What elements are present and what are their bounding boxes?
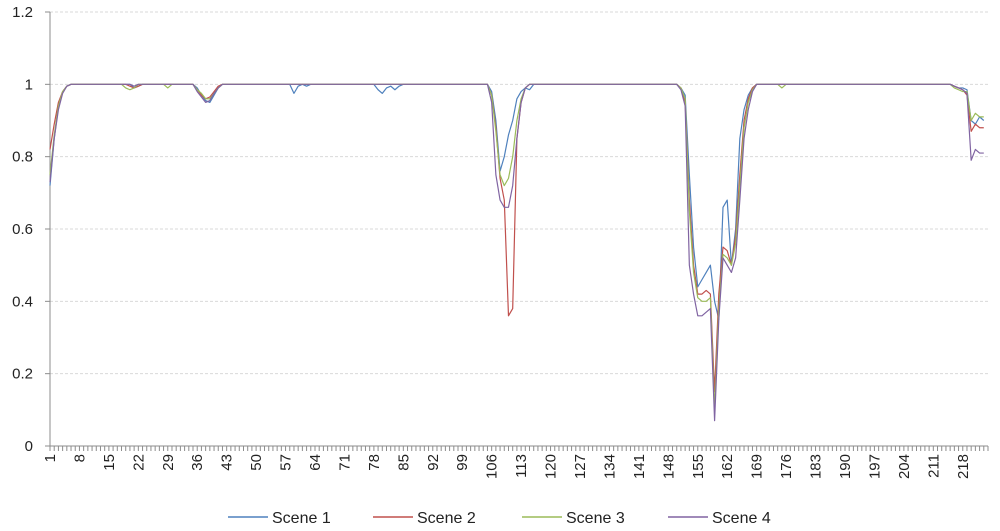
legend-label: Scene 4 [712,510,771,527]
x-tick-label: 1 [42,454,59,462]
x-axis-tick-labels: 1 8 15 22 29 36 43 50 57 64 71 78 85 92 99 106 113 120 127… [42,454,972,479]
x-tick-label: 106 [484,454,501,479]
x-tick-label: 155 [690,454,707,479]
x-tick-label: 78 [366,454,383,471]
x-tick-label: 120 [543,454,560,479]
x-tick-label: 29 [160,454,177,471]
y-tick-label: 0 [25,438,33,455]
x-tick-label: 183 [808,454,825,479]
y-tick-label: 0.6 [12,221,33,238]
gridlines [50,11,988,375]
legend-label: Scene 3 [566,510,625,527]
x-tick-label: 71 [336,454,353,471]
x-tick-label: 190 [837,454,854,479]
series-line-2 [49,83,984,393]
x-tick-label: 92 [425,454,442,471]
x-tick-label: 127 [572,454,589,479]
x-tick-label: 197 [866,454,883,479]
x-tick-label: 22 [130,454,147,471]
x-tick-label: 148 [660,454,677,479]
y-axis-tick-labels: 0 0.2 0.4 0.6 0.8 1 1.2 [12,4,33,455]
y-tick-label: 0.2 [12,366,33,383]
y-tick-label: 1.2 [12,4,33,21]
x-tick-label: 162 [719,454,736,479]
x-tick-label: 85 [395,454,412,471]
x-tick-label: 15 [101,454,118,471]
y-tick-label: 1 [25,76,33,93]
x-tick-label: 176 [778,454,795,479]
x-tick-label: 141 [631,454,648,479]
x-tick-label: 8 [71,454,88,462]
x-tick-label: 50 [248,454,265,471]
x-tick-label: 64 [307,454,324,471]
series-line-3 [49,83,984,411]
x-tick-label: 113 [513,454,530,478]
x-tick-label: 204 [896,454,913,479]
legend-label: Scene 1 [272,510,331,527]
y-tick-label: 0.4 [12,293,33,310]
x-tick-label: 57 [278,454,295,471]
series-lines [49,83,985,422]
x-tick-label: 134 [601,454,618,479]
x-tick-label: 218 [955,454,972,479]
legend: Scene 1 Scene 2 Scene 3 Scene 4 [228,510,771,527]
x-tick-label: 36 [189,454,206,471]
series-line-4 [49,83,984,422]
x-tick-label: 169 [749,454,766,479]
axes [45,11,989,451]
y-tick-label: 0.8 [12,149,33,166]
x-tick-label: 99 [454,454,471,471]
x-tick-label: 211 [925,454,942,478]
legend-label: Scene 2 [417,510,476,527]
x-tick-label: 43 [219,454,236,471]
